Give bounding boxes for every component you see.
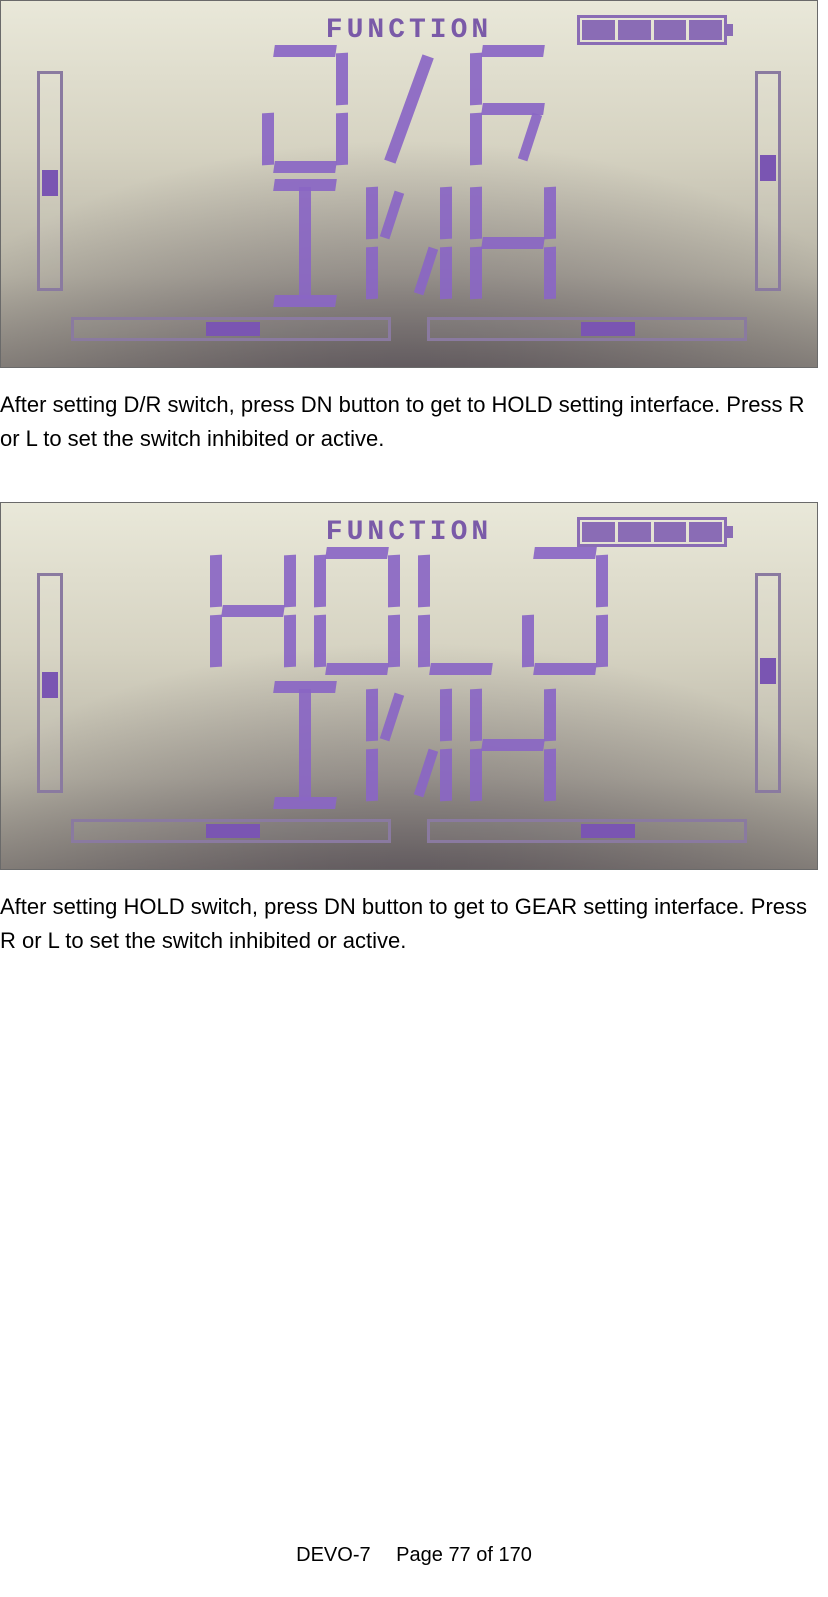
- trim-marker: [42, 672, 58, 698]
- lcd-line-1: [210, 547, 608, 675]
- segment-char: [470, 45, 556, 173]
- battery-cell: [618, 522, 651, 542]
- lcd-line-2: [262, 179, 556, 307]
- trim-marker: [42, 170, 58, 196]
- segment-char: [366, 681, 452, 809]
- body-paragraph-1: After setting D/R switch, press DN butto…: [0, 388, 828, 456]
- left-horizontal-trim-bar: [71, 317, 391, 341]
- segment-char: [470, 681, 556, 809]
- right-horizontal-trim-bar: [427, 317, 747, 341]
- battery-cell: [618, 20, 651, 40]
- body-paragraph-2: After setting HOLD switch, press DN butt…: [0, 890, 828, 958]
- battery-cell: [582, 522, 615, 542]
- right-vertical-trim-bar: [755, 573, 781, 793]
- document-page: FUNCTION After setting D/R switch, press…: [0, 0, 828, 1597]
- right-horizontal-trim-bar: [427, 819, 747, 843]
- segment-char: [262, 45, 348, 173]
- battery-cell: [689, 522, 722, 542]
- lcd-screenshot-1: FUNCTION: [0, 0, 818, 368]
- trim-marker: [581, 824, 635, 838]
- trim-marker: [760, 155, 776, 181]
- trim-marker: [206, 322, 260, 336]
- segment-char: [366, 179, 452, 307]
- battery-cell: [582, 20, 615, 40]
- lcd-segment-display: [111, 547, 707, 809]
- left-vertical-trim-bar: [37, 71, 63, 291]
- page-footer: DEVO-7 Page 77 of 170: [0, 1544, 828, 1567]
- battery-cell: [654, 522, 687, 542]
- footer-page-number: Page 77 of 170: [396, 1544, 532, 1566]
- right-vertical-trim-bar: [755, 71, 781, 291]
- lcd-segment-display: [111, 45, 707, 307]
- segment-char: [314, 547, 400, 675]
- lcd-line-1: [262, 45, 556, 173]
- segment-char: [470, 179, 556, 307]
- segment-char: [418, 547, 504, 675]
- trim-marker: [760, 658, 776, 684]
- trim-marker: [206, 824, 260, 838]
- lcd-line-2: [262, 681, 556, 809]
- left-vertical-trim-bar: [37, 573, 63, 793]
- lcd-screenshot-2: FUNCTION: [0, 502, 818, 870]
- segment-char: [262, 179, 348, 307]
- segment-char: [262, 681, 348, 809]
- battery-icon: [577, 517, 727, 547]
- battery-cell: [689, 20, 722, 40]
- footer-model: DEVO-7: [296, 1544, 370, 1566]
- trim-marker: [581, 322, 635, 336]
- battery-cell: [654, 20, 687, 40]
- segment-char: [366, 45, 452, 173]
- segment-char: [210, 547, 296, 675]
- left-horizontal-trim-bar: [71, 819, 391, 843]
- segment-char: [522, 547, 608, 675]
- battery-icon: [577, 15, 727, 45]
